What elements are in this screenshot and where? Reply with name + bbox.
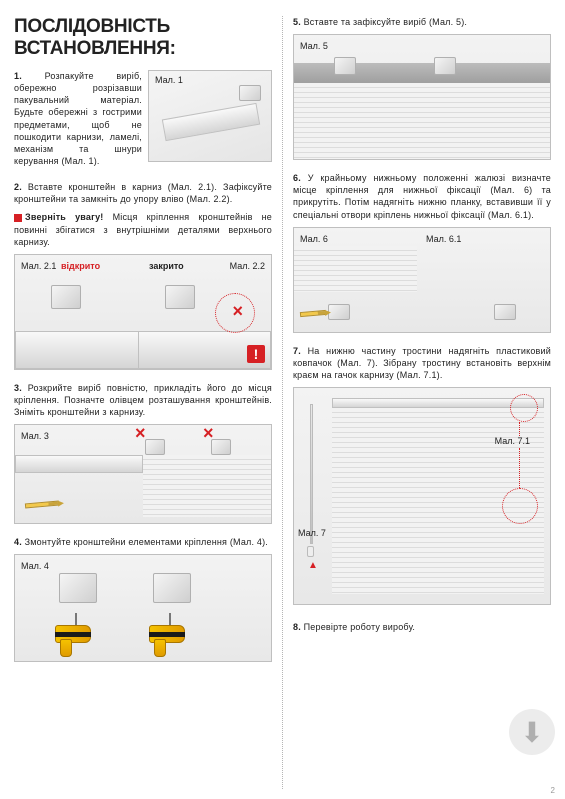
figure-2: Мал. 2.1 відкрито закрито Мал. 2.2 × !	[14, 254, 272, 370]
page-number: 2	[551, 786, 555, 795]
step6-body: У крайньому нижньому положенні жалюзі ви…	[293, 173, 551, 219]
step1: 1. Розпакуйте виріб, обережно розрізавши…	[14, 70, 272, 173]
step2-num: 2.	[14, 182, 22, 192]
figure-1: Мал. 1	[148, 70, 272, 162]
drill-a-icon	[55, 625, 99, 657]
bracket6a-icon	[328, 304, 350, 320]
step4-text: 4. Змонтуйте кронштейни елементами кріпл…	[14, 536, 272, 548]
fig21-label: Мал. 2.1	[21, 261, 56, 271]
x3a-icon: ×	[135, 423, 146, 444]
step5-body: Вставте та зафіксуйте виріб (Мал. 5).	[304, 17, 468, 27]
step3-text: 3. Розкрийте виріб повністю, прикладіть …	[14, 382, 272, 418]
fig61-label: Мал. 6.1	[426, 234, 461, 244]
leader71a-icon	[519, 422, 520, 436]
leader71b-icon	[519, 448, 520, 488]
fig4-label: Мал. 4	[21, 561, 49, 571]
closed-label: закрито	[149, 261, 184, 271]
step1-num: 1.	[14, 71, 22, 81]
frame5-icon	[294, 63, 550, 83]
download-watermark-icon: ⬇	[509, 709, 555, 755]
rail-icon	[162, 103, 260, 141]
bracket6b-icon	[494, 304, 516, 320]
x3b-icon: ×	[203, 423, 214, 444]
drill-b-icon	[149, 625, 193, 657]
step7-num: 7.	[293, 346, 301, 356]
figure-7: ▲ Мал. 7 Мал. 7.1	[293, 387, 551, 605]
exclamation-icon: !	[247, 345, 265, 363]
wand-icon	[310, 404, 313, 544]
step2-text1: 2. Вставте кронштейн в карниз (Мал. 2.1)…	[14, 181, 272, 205]
step2-warning: Зверніть увагу! Місця кріплення кронштей…	[14, 211, 272, 247]
step1-body: Розпакуйте виріб, обережно розрізавши па…	[14, 71, 142, 166]
step5-num: 5.	[293, 17, 301, 27]
bracket4b-icon	[153, 573, 191, 603]
step7-text: 7. На нижню частину тростини надягніть п…	[293, 345, 551, 381]
figure-3: Мал. 3 × ×	[14, 424, 272, 524]
bracket5b-icon	[434, 57, 456, 75]
step1-text: 1. Розпакуйте виріб, обережно розрізавши…	[14, 70, 142, 167]
main-title: ПОСЛІДОВНІСТЬ ВСТАНОВЛЕННЯ:	[14, 16, 272, 60]
bracket4a-icon	[59, 573, 97, 603]
step4-body: Змонтуйте кронштейни елементами кріпленн…	[25, 537, 268, 547]
bracket-closed-icon	[165, 285, 195, 309]
slats5-icon	[294, 83, 550, 159]
x-mark-icon: ×	[232, 301, 243, 322]
step8-text: 8. Перевірте роботу виробу.	[293, 621, 551, 633]
fig5-label: Мал. 5	[300, 41, 328, 51]
pencil6-icon	[300, 310, 326, 317]
open-label: відкрито	[61, 261, 100, 271]
step8-num: 8.	[293, 622, 301, 632]
step8-body: Перевірте роботу виробу.	[304, 622, 415, 632]
slats6r-icon	[294, 246, 417, 292]
warning-square-icon	[14, 214, 22, 222]
arrow-up-icon: ▲	[308, 560, 318, 571]
fig3-label: Мал. 3	[21, 431, 49, 441]
bracket-icon	[239, 85, 261, 101]
bracket-open-icon	[51, 285, 81, 309]
bracket3b-icon	[211, 439, 231, 455]
fig1-label: Мал. 1	[155, 75, 183, 85]
circle71a-icon	[510, 394, 538, 422]
bracket5a-icon	[334, 57, 356, 75]
figure-5: Мал. 5	[293, 34, 551, 160]
step7-body: На нижню частину тростини надягніть плас…	[293, 346, 551, 380]
step6-text: 6. У крайньому нижньому положенні жалюзі…	[293, 172, 551, 221]
instruction-page: ПОСЛІДОВНІСТЬ ВСТАНОВЛЕННЯ: 1. Розпакуйт…	[0, 0, 565, 799]
step5-text: 5. Вставте та зафіксуйте виріб (Мал. 5).	[293, 16, 551, 28]
rail3l-icon	[15, 455, 143, 473]
figure-6: Мал. 6 Мал. 6.1	[293, 227, 551, 333]
fig6-label: Мал. 6	[300, 234, 328, 244]
slats3-icon	[143, 455, 271, 517]
pencil-icon	[25, 501, 59, 509]
step3-num: 3.	[14, 383, 22, 393]
circle71b-icon	[502, 488, 538, 524]
step4-num: 4.	[14, 537, 22, 547]
step2-body1: Вставте кронштейн в карниз (Мал. 2.1). З…	[14, 182, 272, 204]
left-column: ПОСЛІДОВНІСТЬ ВСТАНОВЛЕННЯ: 1. Розпакуйт…	[14, 16, 282, 789]
step6-num: 6.	[293, 173, 301, 183]
figure-4: Мал. 4	[14, 554, 272, 662]
right-column: 5. Вставте та зафіксуйте виріб (Мал. 5).…	[283, 16, 551, 789]
warn-label: Зверніть увагу!	[25, 212, 103, 222]
bracket3a-icon	[145, 439, 165, 455]
rail-l-icon	[15, 331, 138, 369]
fig71-label: Мал. 7.1	[495, 436, 530, 446]
fig7-label: Мал. 7	[298, 528, 326, 538]
fig22-label: Мал. 2.2	[230, 261, 265, 271]
wand-cap-icon	[307, 546, 314, 557]
step3-body: Розкрийте виріб повністю, прикладіть йог…	[14, 383, 272, 417]
